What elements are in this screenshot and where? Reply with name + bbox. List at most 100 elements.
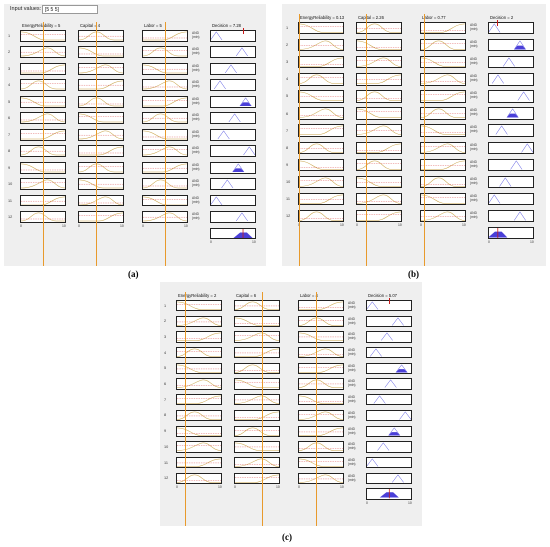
axis-max-tick: 10 [408, 500, 412, 505]
rule-number: 1 [286, 26, 289, 31]
output-triangle [228, 113, 241, 123]
mf-curve [177, 395, 221, 404]
input-mf-plot [234, 315, 280, 327]
membership-curve [177, 442, 221, 451]
input-mf-plot [78, 30, 124, 42]
panel-caption: (a) [128, 269, 139, 279]
output-mf-plot [488, 56, 534, 69]
and-operator-label: AND (min) [348, 379, 356, 388]
membership-curve [235, 348, 279, 357]
and-operator-label: AND (min) [470, 193, 478, 202]
mf-curve [79, 212, 123, 222]
output-triangle [510, 160, 523, 170]
output-mf-triangle [211, 196, 223, 205]
input-mf-plot [78, 95, 124, 108]
mf-curve [177, 427, 221, 436]
rule-number: 11 [8, 198, 12, 203]
input-value-line[interactable] [316, 292, 318, 526]
membership-curve [299, 160, 343, 170]
membership-curve [357, 108, 401, 119]
output-mf-triangle [221, 179, 234, 189]
rule-number: 10 [286, 179, 291, 184]
rule-number: 9 [8, 165, 11, 170]
input-value-line[interactable] [261, 292, 263, 526]
membership-curve [177, 301, 221, 310]
output-mf-plot [210, 178, 256, 190]
and-operator-label: AND (min) [348, 395, 356, 404]
membership-curve [299, 211, 343, 221]
and-operator-label: AND (min) [348, 426, 356, 435]
axis-max-tick: 10 [462, 223, 466, 228]
axis-max-tick: 10 [340, 223, 344, 228]
mf-curve [299, 348, 343, 357]
mf-curve [421, 143, 465, 153]
input-value-line[interactable] [423, 14, 425, 266]
input-value-line[interactable] [185, 292, 187, 526]
output-mf-plot [488, 192, 534, 206]
output-value-line[interactable] [243, 28, 245, 34]
output-value-line[interactable] [389, 298, 391, 304]
input-values-field[interactable]: [5 5 5] [42, 5, 98, 14]
membership-curve [21, 163, 65, 172]
mf-curve [235, 348, 279, 357]
output-triangle [236, 212, 248, 222]
input-mf-plot [298, 441, 344, 453]
output-triangle [388, 426, 401, 436]
input-value-line[interactable] [165, 22, 166, 266]
mf-curve [79, 48, 123, 57]
and-operator-label: AND (min) [192, 63, 200, 72]
input-mf-plot [298, 456, 344, 469]
membership-curve [421, 23, 465, 33]
output-mf-plot [366, 347, 412, 359]
output-value-line[interactable] [497, 20, 499, 26]
input-value-line[interactable] [298, 14, 300, 266]
membership-curve [421, 160, 465, 170]
input-value-line[interactable] [366, 14, 368, 266]
and-operator-label: AND (min) [192, 162, 200, 171]
membership-curve [143, 97, 187, 107]
membership-curve [79, 80, 123, 90]
mf-curve [421, 40, 465, 50]
input-mf-plot [420, 175, 466, 188]
membership-curve [235, 411, 279, 420]
output-mf-triangle [381, 332, 393, 341]
input-mf-plot [356, 22, 402, 35]
input-mf-plot [298, 378, 344, 390]
and-operator-label: AND (min) [470, 108, 478, 117]
mf-curve [79, 80, 123, 90]
membership-curve [299, 91, 343, 101]
input-mf-plot [298, 56, 344, 69]
and-operator-label: AND (min) [348, 332, 356, 341]
membership-curve [357, 177, 401, 187]
input-mf-plot [356, 73, 402, 86]
output-triangle [381, 332, 393, 341]
input-mf-plot [78, 211, 124, 223]
rule-number: 6 [8, 116, 11, 121]
membership-curve [177, 348, 221, 357]
mf-curve [79, 179, 123, 189]
output-triangle [499, 177, 512, 187]
membership-curve [21, 97, 65, 107]
input-value-line[interactable] [43, 22, 44, 266]
membership-curve [299, 177, 343, 187]
membership-curve [421, 108, 465, 119]
mf-curve [299, 395, 343, 404]
membership-curve [21, 31, 65, 41]
membership-curve [143, 113, 187, 123]
input-mf-plot [176, 456, 222, 469]
membership-curve [79, 130, 123, 140]
membership-curve [299, 126, 343, 136]
membership-curve [21, 146, 65, 156]
membership-curve [21, 80, 65, 90]
axis-min-tick: 0 [234, 484, 236, 489]
output-mf-plot [366, 362, 412, 375]
mf-curve [235, 301, 279, 310]
input-value-line[interactable] [96, 22, 98, 266]
aggregate-shape [233, 228, 253, 239]
membership-curve [299, 395, 343, 404]
membership-curve [299, 23, 343, 33]
mf-curve [299, 427, 343, 436]
mf-curve [357, 177, 401, 187]
input-mf-plot [298, 124, 344, 137]
output-mf-triangle [489, 194, 501, 204]
